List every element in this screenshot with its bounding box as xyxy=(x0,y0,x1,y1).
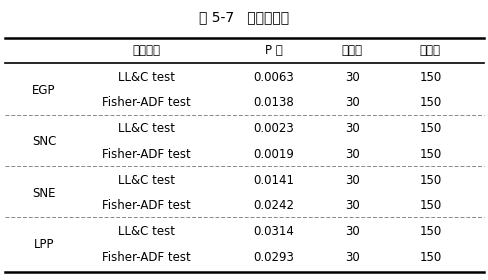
Text: 30: 30 xyxy=(344,199,359,213)
Text: 检验方法: 检验方法 xyxy=(132,44,161,57)
Text: EGP: EGP xyxy=(32,84,56,97)
Text: 150: 150 xyxy=(418,199,441,213)
Text: 0.0023: 0.0023 xyxy=(253,122,294,135)
Text: 30: 30 xyxy=(344,251,359,264)
Text: 150: 150 xyxy=(418,97,441,109)
Text: 150: 150 xyxy=(418,71,441,84)
Text: 观测量: 观测量 xyxy=(419,44,440,57)
Text: 截面数: 截面数 xyxy=(341,44,362,57)
Text: 30: 30 xyxy=(344,148,359,161)
Text: 30: 30 xyxy=(344,225,359,238)
Text: 150: 150 xyxy=(418,148,441,161)
Text: 0.0019: 0.0019 xyxy=(253,148,294,161)
Text: 30: 30 xyxy=(344,122,359,135)
Text: LPP: LPP xyxy=(34,238,54,251)
Text: 150: 150 xyxy=(418,225,441,238)
Text: 150: 150 xyxy=(418,174,441,187)
Text: 表 5-7   平稳性检验: 表 5-7 平稳性检验 xyxy=(199,10,289,24)
Text: 30: 30 xyxy=(344,97,359,109)
Text: 0.0242: 0.0242 xyxy=(253,199,294,213)
Text: LL&C test: LL&C test xyxy=(118,225,175,238)
Text: 0.0063: 0.0063 xyxy=(253,71,294,84)
Text: Fisher-ADF test: Fisher-ADF test xyxy=(102,148,191,161)
Text: Fisher-ADF test: Fisher-ADF test xyxy=(102,251,191,264)
Text: 30: 30 xyxy=(344,71,359,84)
Text: LL&C test: LL&C test xyxy=(118,71,175,84)
Text: LL&C test: LL&C test xyxy=(118,122,175,135)
Text: 30: 30 xyxy=(344,174,359,187)
Text: LL&C test: LL&C test xyxy=(118,174,175,187)
Text: Fisher-ADF test: Fisher-ADF test xyxy=(102,97,191,109)
Text: 0.0314: 0.0314 xyxy=(253,225,294,238)
Text: 150: 150 xyxy=(418,122,441,135)
Text: 150: 150 xyxy=(418,251,441,264)
Text: 0.0141: 0.0141 xyxy=(253,174,294,187)
Text: 0.0138: 0.0138 xyxy=(253,97,294,109)
Text: Fisher-ADF test: Fisher-ADF test xyxy=(102,199,191,213)
Text: SNC: SNC xyxy=(32,135,56,148)
Text: P 值: P 值 xyxy=(264,44,282,57)
Text: 0.0293: 0.0293 xyxy=(253,251,294,264)
Text: SNE: SNE xyxy=(32,186,56,200)
